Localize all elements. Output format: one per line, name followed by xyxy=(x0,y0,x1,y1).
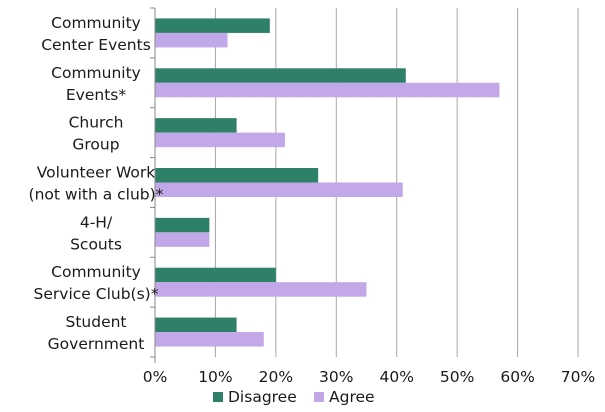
bar-agree-1 xyxy=(155,82,500,98)
bars xyxy=(155,18,500,347)
bar-disagree-5 xyxy=(155,267,276,283)
category-label: 4-H/Scouts xyxy=(70,213,122,253)
category-label-line: Center Events xyxy=(41,36,151,54)
x-tick-label: 10% xyxy=(198,368,232,386)
category-labels: Community Center Events Community Events* Ch… xyxy=(29,14,164,353)
category-label-line: 4-H/ xyxy=(80,213,113,231)
bar-agree-0 xyxy=(155,32,228,48)
legend: Disagree Agree xyxy=(213,388,375,406)
bar-disagree-6 xyxy=(155,317,237,333)
legend-label-disagree: Disagree xyxy=(228,388,297,406)
x-tick-label: 0% xyxy=(143,368,168,386)
bar-agree-3 xyxy=(155,182,403,197)
legend-label-agree: Agree xyxy=(329,388,375,406)
x-tick-label: 70% xyxy=(561,368,595,386)
category-label-line: Community xyxy=(51,14,141,32)
x-tick-labels: 0% 10% 20% 30% 40% 50% 60% 70% xyxy=(143,368,596,386)
x-tick-label: 50% xyxy=(440,368,474,386)
bar-disagree-4 xyxy=(155,217,210,233)
category-label-line: Government xyxy=(48,335,145,353)
category-label: Student Government xyxy=(48,313,145,353)
category-label-line: Events* xyxy=(66,86,126,104)
category-label-line: Scouts xyxy=(70,235,122,253)
bar-agree-6 xyxy=(155,332,264,347)
x-tick-label: 40% xyxy=(379,368,413,386)
bar-disagree-0 xyxy=(155,18,270,33)
category-label-line: Group xyxy=(72,136,119,154)
x-tick-label: 60% xyxy=(500,368,534,386)
category-label-line: Volunteer Work xyxy=(37,164,156,182)
gridlines xyxy=(150,7,579,358)
category-label-line: Community xyxy=(51,263,141,281)
category-label-line: Community xyxy=(51,64,141,82)
category-label: Community Center Events xyxy=(41,14,151,54)
legend-swatch-disagree xyxy=(213,392,223,402)
bar-agree-2 xyxy=(155,132,285,148)
x-tick-label: 30% xyxy=(319,368,353,386)
bar-agree-4 xyxy=(155,232,210,247)
category-label: Church Group xyxy=(69,114,124,154)
category-label-line: (not with a club)* xyxy=(29,186,164,204)
category-label-line: Church xyxy=(69,114,124,132)
category-label-line: Student xyxy=(65,313,126,331)
category-label-line: Service Club(s)* xyxy=(34,285,159,303)
bar-disagree-2 xyxy=(155,118,237,133)
legend-swatch-agree xyxy=(314,392,324,402)
bar-disagree-1 xyxy=(155,68,406,83)
category-label: Volunteer Work (not with a club)* xyxy=(29,164,164,204)
category-label: Community Service Club(s)* xyxy=(34,263,159,303)
x-tick-label: 20% xyxy=(259,368,293,386)
bar-agree-5 xyxy=(155,282,367,297)
category-label: Community Events* xyxy=(51,64,141,104)
bar-disagree-3 xyxy=(155,168,319,183)
